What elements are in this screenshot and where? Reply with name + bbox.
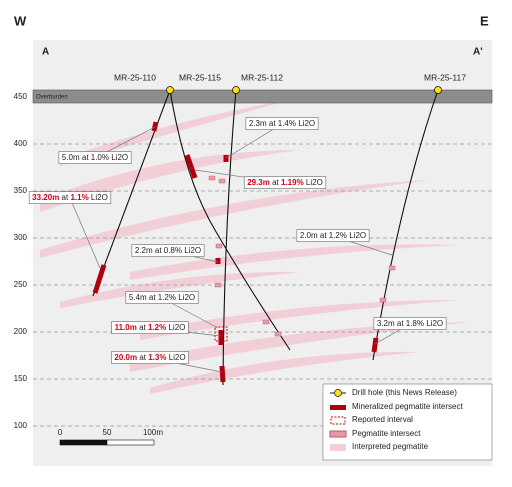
scale-label: 100m [143,428,163,437]
callout-box [373,317,447,330]
legend-label: Reported interval [352,415,413,424]
intercept-label: 5.4m at 1.2% Li2O [129,293,195,302]
elevation-label: 300 [14,233,28,242]
legend-label: Drill hole (this News Release) [352,388,457,397]
overburden-label: Overburden [36,95,68,101]
elevation-label: 350 [14,186,28,195]
intercept-label: 20.0m at 1.3% Li2O [114,353,185,362]
legend-label: Interpreted pegmatite [352,442,429,451]
elevation-label: 400 [14,139,28,148]
callout-box [245,117,319,130]
mineralized-intersect [151,121,159,132]
intercept-label: 33.20m at 1.1% Li2O [32,193,108,202]
hole-label: MR-25-115 [179,72,221,82]
elevation-grid: 450 400 350 300 250 200 150 100 [14,92,492,430]
section-end: A' [473,47,483,58]
hole-label: MR-25-117 [424,72,466,82]
callout: 11.0m at 1.2% Li2O [111,321,222,337]
legend-label: Pegmatite intersect [352,429,421,438]
intercept-callouts: 5.0m at 1.0% Li2O 33.20m at 1.1% Li2O 2.3m… [28,117,447,373]
pegmatite-intersect [274,331,282,337]
hole-label: MR-25-110 [114,72,156,82]
intercept-label: 3.2m at 1.8% Li2O [377,319,443,328]
compass-west: W [14,13,27,28]
callout: 2.2m at 0.8% Li2O [131,244,219,263]
section-start: A [42,47,49,58]
callout: 3.2m at 1.8% Li2O [373,317,447,345]
elevation-label: 200 [14,327,28,336]
pegmatite-intersect [208,175,216,181]
callout-box [58,151,132,164]
elevation-label: 100 [14,421,28,430]
legend-label: Mineralized pegmatite intersect [352,402,463,411]
collar [166,86,174,94]
callout-box [243,176,327,189]
elevation-label: 150 [14,374,28,383]
callout: 29.3m at 1.19% Li2O [194,169,327,189]
mineralized-intersect [92,264,107,294]
leader [69,197,101,269]
collar [232,86,240,94]
elevation-label: 450 [14,92,28,101]
callout: 5.0m at 1.0% Li2O [58,126,156,164]
interpreted-pegmatite [40,100,470,394]
elevation-label: 250 [14,280,28,289]
intercept-label: 2.2m at 0.8% Li2O [135,246,201,255]
intercept-label: 29.3m at 1.19% Li2O [247,178,323,187]
callout: 2.0m at 1.2% Li2O [296,229,393,256]
intercept-label: 11.0m at 1.2% Li2O [115,323,186,332]
legend: Drill hole (this News Release) Mineraliz… [322,383,493,461]
drill-trace [222,89,237,386]
scale-bar: 0 50 100m [58,428,163,446]
hole-label: MR-25-112 [241,72,283,82]
intercept-label: 5.0m at 1.0% Li2O [62,153,128,162]
drill-trace [169,89,291,351]
callout-box [111,321,189,334]
pegmatite-intersect [214,282,222,288]
callout: 5.4m at 1.2% Li2O [125,291,219,329]
mineralized-intersect [184,154,198,179]
pegmatite-intersect [215,243,223,249]
scale-label: 0 [58,428,63,437]
reported-interval [214,326,228,342]
intercept-label: 2.3m at 1.4% Li2O [249,119,315,128]
callout: 20.0m at 1.3% Li2O [111,351,223,373]
pegmatite-intersect [218,178,226,184]
mineralized-intersect [371,337,379,353]
callout: 33.20m at 1.1% Li2O [28,191,112,269]
callout-box [125,291,199,304]
drill-holes: MR-25-110 MR-25-115 MR-25-112 MR-25-117 [92,72,466,386]
callout-box [28,191,112,204]
pegmatite-intersect [262,319,270,325]
callout-box [296,229,370,242]
callout: 2.3m at 1.4% Li2O [225,117,319,159]
compass-east: E [480,13,489,28]
overburden-layer [32,89,493,104]
pegmatite-intersect [388,265,396,271]
callout-box [131,244,205,257]
intercept-label: 2.0m at 1.2% Li2O [300,231,366,240]
pegmatite-intersect [379,297,387,303]
callout-box [111,351,189,364]
collar [434,86,442,94]
mineralized-intersect [219,365,226,383]
scale-label: 50 [103,428,112,437]
